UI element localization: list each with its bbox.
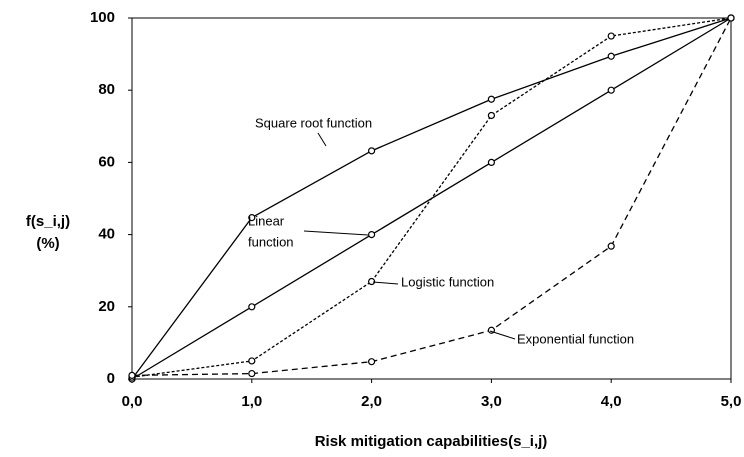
y-tick-label: 40 bbox=[98, 226, 115, 243]
series-line bbox=[131, 17, 732, 377]
data-point bbox=[368, 358, 376, 366]
annotation-leader bbox=[317, 132, 327, 147]
annotation: function bbox=[248, 234, 294, 249]
data-point bbox=[727, 14, 735, 22]
data-point bbox=[248, 303, 256, 311]
x-tick-label: 0,0 bbox=[122, 393, 143, 410]
x-tick-label: 3,0 bbox=[481, 393, 502, 410]
x-tick-label: 5,0 bbox=[721, 393, 742, 410]
data-point bbox=[368, 231, 376, 239]
data-point bbox=[368, 147, 376, 155]
annotation-leader bbox=[489, 330, 516, 340]
data-point bbox=[607, 32, 615, 40]
y-tick-label: 80 bbox=[98, 81, 115, 98]
data-point bbox=[607, 242, 615, 250]
data-point bbox=[487, 111, 495, 120]
x-axis-label: Risk mitigation capabilities(s_i,j) bbox=[315, 433, 548, 450]
y-tick-label: 100 bbox=[90, 9, 115, 26]
data-point bbox=[248, 357, 256, 365]
annotation-leader bbox=[303, 230, 369, 236]
annotation: Exponential function bbox=[517, 331, 634, 346]
data-point bbox=[248, 214, 256, 222]
data-point bbox=[248, 369, 256, 378]
annotation: Square root function bbox=[255, 115, 372, 130]
data-point bbox=[607, 52, 615, 60]
y-axis-label: f(s_i,j) bbox=[26, 213, 70, 230]
annotation: Linear bbox=[248, 213, 285, 228]
data-point bbox=[487, 95, 495, 103]
y-tick-label: 60 bbox=[98, 153, 115, 170]
series-line bbox=[131, 17, 732, 378]
y-tick-label: 20 bbox=[98, 298, 115, 315]
y-tick-label: 0 bbox=[107, 370, 115, 387]
data-point bbox=[607, 86, 615, 94]
y-axis-label: (%) bbox=[36, 235, 59, 252]
data-point bbox=[128, 371, 136, 379]
x-tick-label: 2,0 bbox=[361, 393, 382, 410]
annotation: Logistic function bbox=[401, 274, 494, 289]
x-tick-label: 1,0 bbox=[241, 393, 262, 410]
annotation-leader bbox=[372, 281, 399, 285]
series-line bbox=[131, 17, 732, 380]
data-point bbox=[487, 158, 495, 166]
x-tick-label: 4,0 bbox=[601, 393, 622, 410]
plot-frame bbox=[131, 17, 732, 380]
data-point bbox=[368, 277, 376, 286]
